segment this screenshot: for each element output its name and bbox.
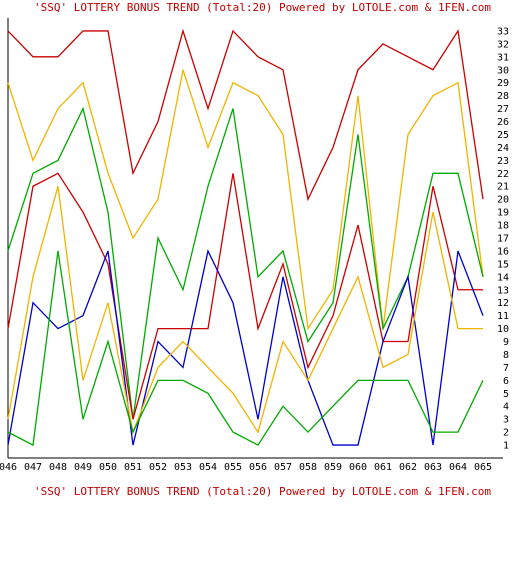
x-tick-label: 053 — [174, 462, 192, 473]
y-tick-label: 33 — [497, 26, 509, 37]
x-tick-label: 047 — [24, 462, 42, 473]
y-tick-label: 5 — [503, 389, 509, 400]
y-tick-label: 18 — [497, 221, 509, 232]
x-tick-label: 064 — [449, 462, 467, 473]
x-tick-label: 049 — [74, 462, 92, 473]
x-axis-ticks: 046 047 048 049 050 051 052 053 054 055 056 057 058 0… — [0, 462, 492, 473]
y-tick-label: 1 — [503, 441, 509, 452]
y-tick-label: 26 — [497, 117, 509, 128]
x-tick-label: 052 — [149, 462, 167, 473]
x-tick-label: 048 — [49, 462, 67, 473]
y-tick-label: 17 — [497, 234, 509, 245]
x-tick-label: 051 — [124, 462, 142, 473]
series-layer — [7, 28, 484, 447]
x-tick-label: 050 — [99, 462, 117, 473]
y-tick-label: 20 — [497, 195, 509, 206]
x-tick-label: 057 — [274, 462, 292, 473]
y-tick-label: 7 — [503, 363, 509, 374]
y-tick-label: 9 — [503, 337, 509, 348]
y-tick-label: 32 — [497, 39, 509, 50]
series-line-3 — [7, 106, 484, 420]
y-tick-label: 21 — [497, 182, 509, 193]
series-line-5 — [7, 248, 484, 446]
x-tick-label: 058 — [299, 462, 317, 473]
y-tick-label: 2 — [503, 428, 509, 439]
y-tick-label: 28 — [497, 91, 509, 102]
series-line-6 — [7, 186, 483, 435]
y-tick-label: 31 — [497, 52, 509, 63]
y-tick-label: 22 — [497, 169, 509, 180]
y-tick-label: 6 — [503, 376, 509, 387]
x-tick-label: 056 — [249, 462, 267, 473]
x-tick-label: 062 — [399, 462, 417, 473]
y-tick-label: 24 — [497, 143, 509, 154]
y-tick-label: 3 — [503, 415, 509, 426]
y-tick-label: 13 — [497, 285, 509, 296]
x-tick-label: 065 — [474, 462, 492, 473]
y-tick-label: 23 — [497, 156, 509, 167]
y-tick-label: 12 — [497, 298, 509, 309]
chart-footer: 'SSQ' LOTTERY BONUS TREND (Total:20) Pow… — [34, 485, 491, 498]
chart-title: 'SSQ' LOTTERY BONUS TREND (Total:20) Pow… — [34, 1, 491, 14]
y-tick-label: 10 — [497, 324, 509, 335]
y-axis-ticks: 1234567891011121314151617181920212223242… — [497, 26, 509, 451]
y-tick-label: 30 — [497, 65, 509, 76]
chart-frame — [7, 18, 503, 459]
y-tick-label: 29 — [497, 78, 509, 89]
y-tick-label: 4 — [503, 402, 509, 413]
x-tick-label: 059 — [324, 462, 342, 473]
series-line-2 — [7, 69, 484, 331]
series-line-7 — [7, 250, 484, 447]
x-tick-label: 055 — [224, 462, 242, 473]
x-tick-label: 060 — [349, 462, 367, 473]
series-line-1 — [7, 28, 484, 202]
x-tick-label: 054 — [199, 462, 217, 473]
x-tick-label: 046 — [0, 462, 17, 473]
y-tick-label: 27 — [497, 104, 509, 115]
series-line-4 — [7, 172, 483, 420]
x-tick-label: 063 — [424, 462, 442, 473]
y-tick-label: 8 — [503, 350, 509, 361]
y-tick-label: 15 — [497, 259, 509, 270]
x-tick-label: 061 — [374, 462, 392, 473]
y-tick-label: 16 — [497, 246, 509, 257]
y-tick-label: 25 — [497, 130, 509, 141]
y-tick-label: 11 — [497, 311, 509, 322]
y-tick-label: 19 — [497, 208, 509, 219]
y-tick-label: 14 — [497, 272, 509, 283]
